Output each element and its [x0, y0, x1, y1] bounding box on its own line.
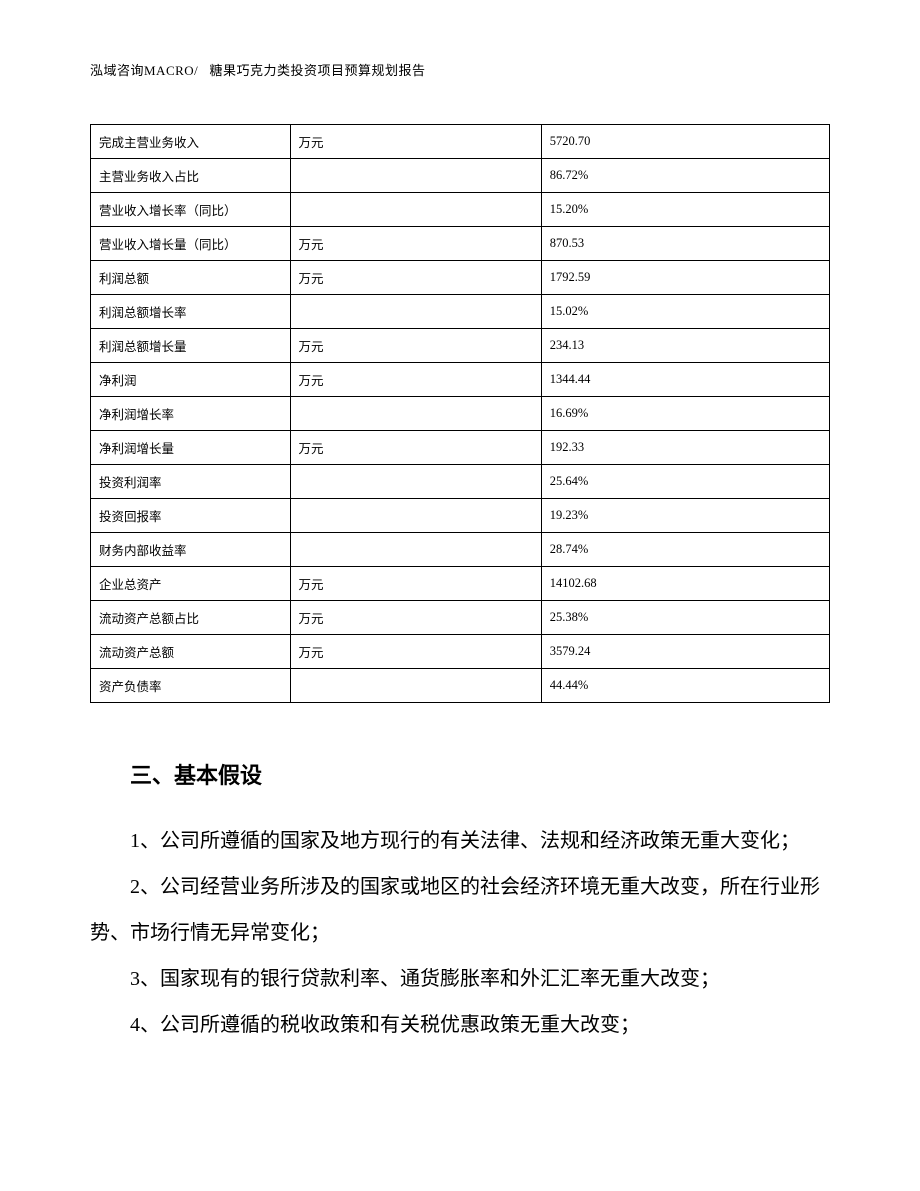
row-label: 主营业务收入占比	[91, 159, 291, 193]
body-paragraph: 3、国家现有的银行贷款利率、通货膨胀率和外汇汇率无重大改变；	[90, 956, 830, 1002]
row-value: 25.64%	[541, 465, 829, 499]
row-unit: 万元	[290, 363, 541, 397]
table-row: 净利润增长量万元192.33	[91, 431, 830, 465]
row-value: 19.23%	[541, 499, 829, 533]
row-unit: 万元	[290, 125, 541, 159]
row-unit: 万元	[290, 635, 541, 669]
table-row: 完成主营业务收入万元5720.70	[91, 125, 830, 159]
table-row: 净利润增长率 16.69%	[91, 397, 830, 431]
body-paragraph: 4、公司所遵循的税收政策和有关税优惠政策无重大改变；	[90, 1002, 830, 1048]
row-value: 16.69%	[541, 397, 829, 431]
table-row: 流动资产总额占比万元25.38%	[91, 601, 830, 635]
row-unit	[290, 159, 541, 193]
row-unit: 万元	[290, 601, 541, 635]
header-company: 泓域咨询MACRO/	[90, 63, 198, 78]
page-header: 泓域咨询MACRO/ 糖果巧克力类投资项目预算规划报告	[90, 60, 830, 79]
row-label: 投资利润率	[91, 465, 291, 499]
row-label: 净利润增长率	[91, 397, 291, 431]
row-label: 财务内部收益率	[91, 533, 291, 567]
row-unit: 万元	[290, 227, 541, 261]
row-label: 投资回报率	[91, 499, 291, 533]
row-label: 流动资产总额占比	[91, 601, 291, 635]
row-label: 营业收入增长量（同比）	[91, 227, 291, 261]
row-label: 利润总额增长率	[91, 295, 291, 329]
table-row: 利润总额增长量万元234.13	[91, 329, 830, 363]
row-value: 870.53	[541, 227, 829, 261]
row-unit	[290, 397, 541, 431]
row-value: 86.72%	[541, 159, 829, 193]
header-title: 糖果巧克力类投资项目预算规划报告	[210, 63, 426, 78]
row-label: 企业总资产	[91, 567, 291, 601]
table-body: 完成主营业务收入万元5720.70主营业务收入占比86.72%营业收入增长率（同…	[91, 125, 830, 703]
row-value: 14102.68	[541, 567, 829, 601]
row-unit: 万元	[290, 567, 541, 601]
row-label: 营业收入增长率（同比）	[91, 193, 291, 227]
body-paragraph: 2、公司经营业务所涉及的国家或地区的社会经济环境无重大改变，所在行业形势、市场行…	[90, 864, 830, 956]
row-value: 234.13	[541, 329, 829, 363]
row-label: 净利润	[91, 363, 291, 397]
row-value: 1792.59	[541, 261, 829, 295]
table-row: 流动资产总额万元3579.24	[91, 635, 830, 669]
row-unit	[290, 465, 541, 499]
financial-table: 完成主营业务收入万元5720.70主营业务收入占比86.72%营业收入增长率（同…	[90, 124, 830, 703]
row-unit: 万元	[290, 431, 541, 465]
row-unit: 万元	[290, 329, 541, 363]
table-row: 资产负债率 44.44%	[91, 669, 830, 703]
row-unit	[290, 533, 541, 567]
row-value: 5720.70	[541, 125, 829, 159]
table-row: 投资回报率 19.23%	[91, 499, 830, 533]
body-paragraph: 1、公司所遵循的国家及地方现行的有关法律、法规和经济政策无重大变化；	[90, 818, 830, 864]
row-unit	[290, 295, 541, 329]
row-value: 28.74%	[541, 533, 829, 567]
row-value: 15.20%	[541, 193, 829, 227]
table-row: 投资利润率 25.64%	[91, 465, 830, 499]
row-label: 完成主营业务收入	[91, 125, 291, 159]
section-title: 三、基本假设	[130, 758, 830, 790]
row-label: 资产负债率	[91, 669, 291, 703]
page: 泓域咨询MACRO/ 糖果巧克力类投资项目预算规划报告 完成主营业务收入万元57…	[0, 0, 920, 1108]
row-value: 15.02%	[541, 295, 829, 329]
section-body: 1、公司所遵循的国家及地方现行的有关法律、法规和经济政策无重大变化；2、公司经营…	[90, 818, 830, 1048]
row-label: 利润总额	[91, 261, 291, 295]
table-row: 净利润万元1344.44	[91, 363, 830, 397]
table-row: 企业总资产万元14102.68	[91, 567, 830, 601]
table-row: 主营业务收入占比 86.72%	[91, 159, 830, 193]
row-unit	[290, 193, 541, 227]
table-row: 财务内部收益率 28.74%	[91, 533, 830, 567]
row-value: 1344.44	[541, 363, 829, 397]
row-unit	[290, 669, 541, 703]
row-unit	[290, 499, 541, 533]
row-value: 3579.24	[541, 635, 829, 669]
row-value: 44.44%	[541, 669, 829, 703]
row-label: 利润总额增长量	[91, 329, 291, 363]
table-row: 营业收入增长量（同比）万元870.53	[91, 227, 830, 261]
row-value: 192.33	[541, 431, 829, 465]
row-value: 25.38%	[541, 601, 829, 635]
row-label: 净利润增长量	[91, 431, 291, 465]
table-row: 利润总额增长率 15.02%	[91, 295, 830, 329]
table-row: 利润总额万元1792.59	[91, 261, 830, 295]
table-row: 营业收入增长率（同比） 15.20%	[91, 193, 830, 227]
row-unit: 万元	[290, 261, 541, 295]
row-label: 流动资产总额	[91, 635, 291, 669]
